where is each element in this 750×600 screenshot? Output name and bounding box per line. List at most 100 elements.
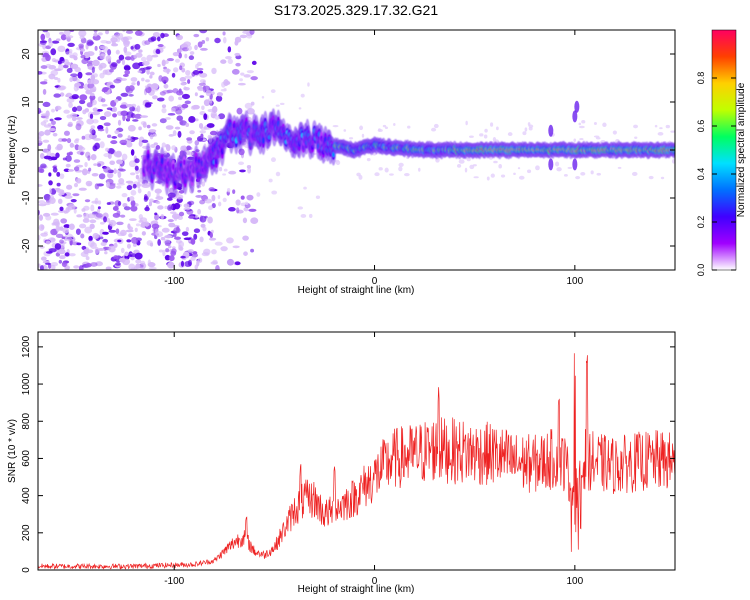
noise-blob [146,124,151,129]
noise-blob [73,159,81,163]
noise-blob [67,204,76,211]
noise-blob [154,212,158,216]
haze-blob [657,131,664,136]
noise-blob [80,151,84,156]
haze-blob [633,124,639,129]
noise-blob [38,107,42,115]
noise-blob [234,40,239,46]
noise-blob [54,243,62,250]
noise-blob [147,262,156,268]
spectrogram-ytick-label: -10 [21,190,32,205]
noise-blob [131,82,136,86]
haze-blob [358,174,363,180]
noise-blob [63,224,71,229]
noise-blob [112,212,121,218]
noise-blob [184,53,188,59]
noise-blob [228,170,237,175]
noise-blob [89,88,96,93]
noise-blob [98,173,106,180]
spectrogram-ytick-label: 10 [21,96,32,108]
noise-blob [133,54,138,59]
noise-blob [197,208,202,215]
side-lobe [572,158,578,171]
colorbar-tick-label: 0.2 [696,216,706,229]
noise-blob [193,233,198,240]
noise-blob [134,227,138,233]
noise-blob [214,241,223,246]
noise-blob [205,89,212,97]
noise-blob [117,119,122,126]
noise-blob [184,100,192,105]
snr-xlabel: Height of straight line (km) [298,584,415,595]
haze-blob [378,167,383,171]
noise-blob [61,261,67,268]
noise-blob [56,182,61,187]
noise-blob [110,62,118,67]
haze-blob [398,162,404,167]
ridge-core [261,137,265,145]
chart-title: S173.2025.329.17.32.G21 [274,2,438,18]
noise-blob [58,31,65,35]
noise-blob [66,236,73,242]
noise-blob [50,48,57,56]
haze-blob [483,134,488,139]
noise-blob [44,262,51,266]
noise-blob [218,113,226,120]
noise-blob [51,40,60,44]
noise-blob [172,88,179,94]
noise-blob [91,66,95,74]
noise-blob [58,259,63,264]
noise-blob [156,97,165,102]
noise-blob [93,30,98,33]
noise-blob [48,188,53,195]
noise-blob [114,31,120,38]
noise-blob [73,182,79,188]
haze-blob [303,186,307,190]
noise-blob [65,35,74,39]
noise-blob [152,95,158,100]
noise-blob [75,123,82,131]
noise-blob [63,130,70,136]
noise-blob [137,70,143,73]
noise-blob [112,113,117,118]
noise-blob [168,95,175,102]
noise-blob [183,237,192,241]
noise-blob [186,137,193,141]
noise-blob [64,195,73,199]
noise-blob [175,108,183,115]
noise-blob [103,216,107,223]
noise-blob [157,63,161,68]
noise-blob [173,236,182,240]
noise-blob [92,232,99,240]
noise-blob [77,71,83,79]
noise-blob [151,123,158,127]
noise-blob [57,198,63,205]
noise-blob [151,54,159,58]
noise-blob [74,139,79,144]
noise-blob [132,183,137,189]
noise-blob [137,188,142,194]
haze-blob [256,192,261,197]
noise-blob [209,100,213,106]
noise-blob [75,177,82,184]
colorbar-tick-label: 0.6 [696,120,706,133]
haze-blob [648,175,654,180]
haze-blob [279,102,285,106]
noise-blob [91,99,97,106]
noise-blob [50,262,59,267]
noise-blob [172,67,179,73]
noise-blob [150,83,159,90]
noise-blob [159,118,167,124]
noise-blob [85,256,90,261]
noise-blob [56,38,61,42]
noise-blob [92,59,100,67]
noise-blob [40,65,48,69]
noise-blob [55,233,64,238]
haze-blob [389,173,394,176]
haze-blob [498,163,502,169]
noise-blob [146,66,152,70]
noise-blob [246,164,252,169]
haze-blob [617,166,622,169]
noise-blob [100,39,109,44]
noise-blob [98,64,103,71]
